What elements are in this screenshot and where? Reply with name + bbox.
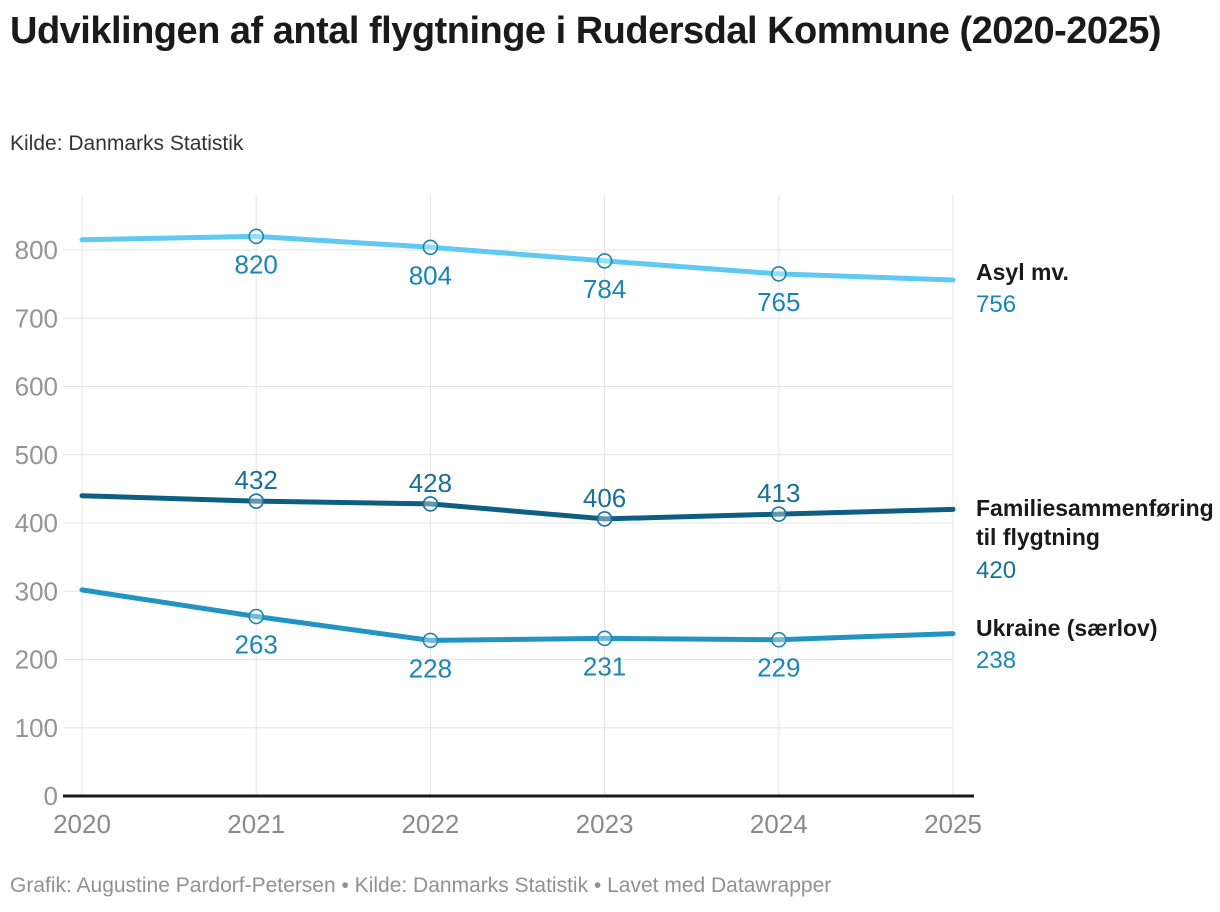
data-point-label: 229 xyxy=(757,653,800,683)
data-point-marker xyxy=(596,511,613,527)
y-tick-label: 700 xyxy=(15,303,58,333)
y-tick-label: 200 xyxy=(15,645,58,675)
data-point-marker xyxy=(770,266,787,282)
data-point-marker xyxy=(422,496,439,512)
series-label-familiesammenfoering: Familiesammenføring til flygtning 420 xyxy=(976,494,1216,587)
data-point-marker xyxy=(770,506,787,522)
data-point-marker xyxy=(248,493,265,509)
series-name: Ukraine (særlov) xyxy=(976,615,1158,641)
x-tick-label: 2024 xyxy=(750,809,808,839)
data-point-marker xyxy=(422,632,439,649)
data-point-label: 231 xyxy=(583,651,626,681)
x-tick-label: 2025 xyxy=(924,809,982,839)
series-name: Asyl mv. xyxy=(976,259,1069,285)
data-point-label: 428 xyxy=(409,468,452,498)
chart-subtitle: Kilde: Danmarks Statistik xyxy=(10,132,244,155)
series-label-ukraine: Ukraine (særlov) 238 xyxy=(976,614,1216,677)
data-point-marker xyxy=(248,228,265,245)
series-end-value: 756 xyxy=(976,291,1017,319)
chart-title: Udviklingen af antal flygtninge i Ruders… xyxy=(10,10,1162,52)
series-end-value: 420 xyxy=(976,556,1017,584)
series-label-asyl: Asyl mv. 756 xyxy=(976,258,1216,321)
data-point-label: 820 xyxy=(235,249,278,279)
series-line-2 xyxy=(79,587,956,643)
data-point-label: 784 xyxy=(583,274,626,304)
y-tick-label: 0 xyxy=(44,781,58,811)
y-tick-label: 600 xyxy=(15,372,58,402)
attribution-footer: Grafik: Augustine Pardorf-Petersen • Kil… xyxy=(10,874,832,897)
series-end-value: 238 xyxy=(976,647,1017,675)
data-point-marker xyxy=(770,631,787,648)
y-tick-label: 100 xyxy=(15,713,58,743)
y-tick-label: 800 xyxy=(15,235,58,265)
series-line-0 xyxy=(79,233,956,283)
data-point-marker xyxy=(596,253,613,269)
y-tick-label: 500 xyxy=(15,440,58,470)
y-tick-label: 300 xyxy=(15,576,58,606)
data-point-label: 406 xyxy=(583,483,626,513)
data-point-label: 804 xyxy=(409,260,452,290)
data-point-label: 228 xyxy=(409,653,452,683)
y-tick-label: 400 xyxy=(15,508,58,538)
x-tick-label: 2020 xyxy=(53,809,111,839)
x-tick-label: 2022 xyxy=(401,809,459,839)
data-point-label: 432 xyxy=(235,465,278,495)
x-tick-label: 2021 xyxy=(227,809,285,839)
series-line-1 xyxy=(79,493,956,522)
x-tick-label: 2023 xyxy=(576,809,634,839)
data-point-label: 413 xyxy=(757,478,800,508)
data-point-label: 263 xyxy=(235,630,278,660)
data-point-marker xyxy=(248,608,265,625)
data-point-label: 765 xyxy=(757,287,800,317)
data-point-marker xyxy=(596,630,613,647)
series-name: Familiesammenføring til flygtning xyxy=(976,495,1214,551)
line-chart-svg: 0 100 200 300 400 500 600 700 800 2020 2021 2022 202… xyxy=(15,195,982,839)
data-point-marker xyxy=(422,239,439,256)
